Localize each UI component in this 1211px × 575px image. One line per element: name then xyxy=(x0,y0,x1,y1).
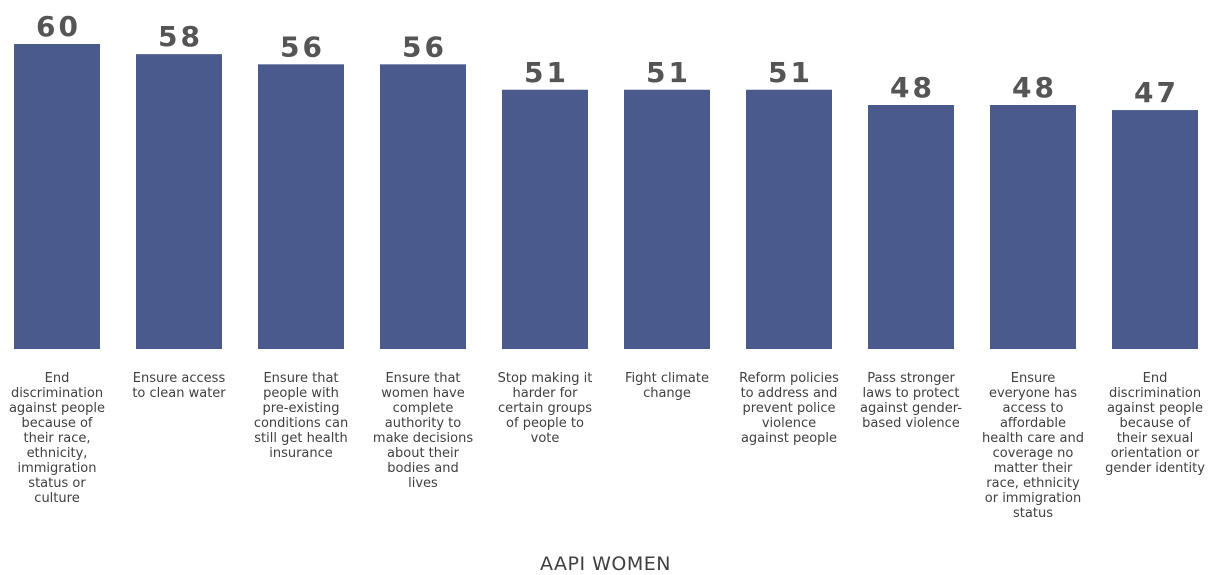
category-label-8: Pass stronger laws to protect against ge… xyxy=(860,371,962,431)
bar-8 xyxy=(868,105,954,349)
bar-value-label-7: 51 xyxy=(768,56,813,89)
category-label-1: End discrimination against people becaus… xyxy=(8,371,106,506)
bar-value-label-6: 51 xyxy=(646,56,691,89)
bar-9 xyxy=(990,105,1076,349)
bar-10 xyxy=(1112,110,1198,349)
category-label-3: Ensure that people with pre-existing con… xyxy=(253,371,349,461)
bar-6 xyxy=(624,89,710,349)
bar-value-label-10: 47 xyxy=(1134,76,1179,109)
x-axis-label: AAPI WOMEN xyxy=(540,553,671,575)
bar-4 xyxy=(380,64,466,349)
category-label-5: Stop making it harder for certain groups… xyxy=(497,371,593,446)
bar-2 xyxy=(136,54,222,350)
category-label-9: Ensure everyone has access to affordable… xyxy=(981,371,1085,521)
category-label-10: End discrimination against people becaus… xyxy=(1105,371,1205,476)
category-label-7: Reform policies to address and prevent p… xyxy=(739,371,839,446)
category-label-4: Ensure that women have complete authorit… xyxy=(372,371,474,491)
bar-value-label-8: 48 xyxy=(890,71,935,104)
bar-value-label-9: 48 xyxy=(1012,71,1057,104)
bar-5 xyxy=(502,89,588,349)
bar-3 xyxy=(258,64,344,349)
bars-layer xyxy=(14,44,1198,350)
bar-value-label-3: 56 xyxy=(280,30,325,63)
bar-value-label-5: 51 xyxy=(524,56,569,89)
category-label-6: Fight climate change xyxy=(625,371,709,401)
bar-7 xyxy=(746,89,832,349)
value-labels-layer: 60 58 56 56 51 51 51 48 48 47 xyxy=(36,10,1179,109)
bar-1 xyxy=(14,44,100,349)
bar-value-label-1: 60 xyxy=(36,10,81,43)
bar-value-label-2: 58 xyxy=(158,20,203,53)
bar-value-label-4: 56 xyxy=(402,30,447,63)
category-label-2: Ensure access to clean water xyxy=(132,371,226,401)
